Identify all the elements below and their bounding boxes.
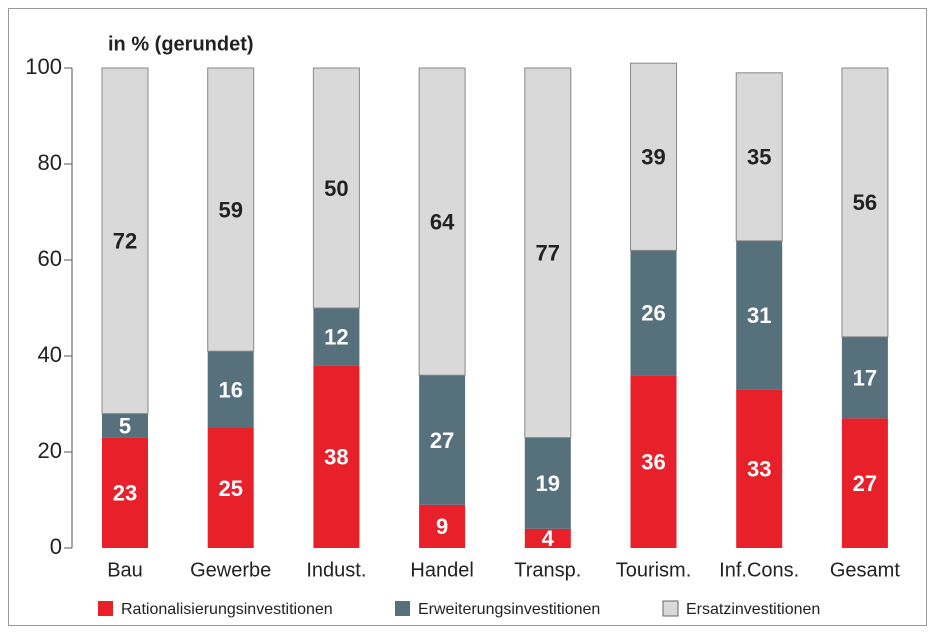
bar-segment — [101, 67, 149, 415]
data-label: 31 — [747, 303, 771, 328]
frame — [8, 8, 927, 626]
bar-segment — [102, 413, 148, 438]
bar-segment — [630, 62, 677, 251]
y-tick-label: 100 — [25, 54, 62, 79]
data-label: 72 — [113, 229, 137, 254]
x-tick-label: Gewerbe — [190, 559, 271, 581]
x-tick-label: Handel — [410, 559, 473, 581]
legend-swatch — [395, 601, 410, 616]
data-label: 5 — [119, 413, 131, 438]
data-label: 26 — [641, 301, 665, 326]
bar-segment — [313, 365, 360, 548]
bar-segment — [524, 437, 571, 529]
bar-segment — [524, 528, 571, 548]
legend-swatch — [662, 600, 679, 617]
data-label: 19 — [536, 471, 560, 496]
bar-segment — [736, 389, 783, 548]
legend-label: Rationalisierungsinvestitionen — [121, 601, 333, 618]
bar-segment — [735, 72, 783, 242]
data-label: 23 — [113, 481, 137, 506]
data-label: 64 — [430, 209, 455, 234]
x-tick-label: Gesamt — [830, 559, 900, 581]
data-label: 35 — [747, 145, 771, 170]
data-label: 59 — [218, 197, 242, 222]
legend-label: Ersatzinvestitionen — [686, 601, 820, 618]
x-tick-label: Tourism. — [616, 559, 692, 581]
bar-segment — [841, 336, 888, 419]
bar-segment — [313, 308, 360, 366]
data-label: 9 — [436, 514, 448, 539]
bar-segment — [419, 375, 466, 505]
bar-segment — [102, 437, 148, 548]
data-label: 39 — [641, 145, 665, 170]
data-label: 4 — [542, 526, 555, 551]
x-tick-label: Inf.Cons. — [719, 559, 799, 581]
y-tick-label: 0 — [50, 534, 62, 559]
data-label: 50 — [324, 176, 348, 201]
x-tick-label: Indust. — [306, 559, 366, 581]
data-label: 27 — [853, 471, 877, 496]
data-label: 25 — [218, 476, 242, 501]
data-label: 12 — [324, 325, 348, 350]
bar-segment — [630, 375, 677, 548]
bar-segment — [312, 67, 360, 309]
y-tick-label: 20 — [38, 438, 62, 463]
data-label: 36 — [641, 449, 665, 474]
data-label: 38 — [324, 445, 348, 470]
bar-segment — [207, 67, 255, 352]
data-label: 16 — [218, 377, 242, 402]
data-label: 27 — [430, 428, 454, 453]
bar-segment — [630, 250, 677, 376]
y-tick-label: 60 — [38, 246, 62, 271]
x-tick-label: Transp. — [514, 559, 581, 581]
data-label: 33 — [747, 457, 771, 482]
legend-label: Erweiterungsinvestitionen — [418, 601, 600, 618]
y-tick-label: 80 — [38, 150, 62, 175]
legend-swatch — [98, 601, 113, 616]
x-tick-label: Bau — [107, 559, 143, 581]
bar-segment — [841, 67, 889, 338]
bar-segment — [419, 504, 466, 548]
bar-segment — [524, 67, 572, 439]
chart-title: in % (gerundet) — [108, 33, 254, 55]
bar-segment — [207, 428, 254, 548]
data-label: 77 — [536, 241, 560, 266]
data-label: 17 — [853, 365, 877, 390]
bar-segment — [736, 240, 783, 390]
bar-segment — [418, 67, 466, 376]
bar-segment — [207, 351, 254, 428]
data-label: 56 — [853, 190, 877, 215]
y-tick-label: 40 — [38, 342, 62, 367]
bar-segment — [841, 418, 888, 548]
